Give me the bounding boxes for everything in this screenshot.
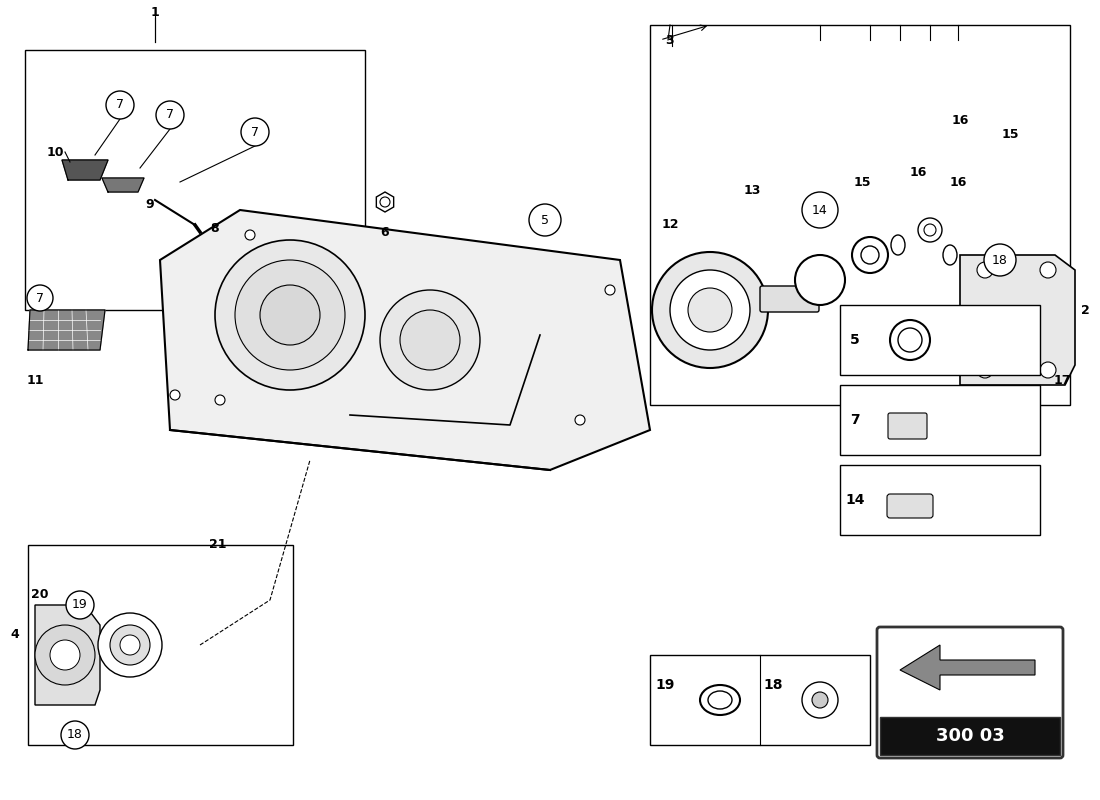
Circle shape <box>688 288 732 332</box>
Text: 7: 7 <box>116 98 124 111</box>
Circle shape <box>898 328 922 352</box>
Circle shape <box>106 91 134 119</box>
Circle shape <box>802 192 838 228</box>
Text: 7: 7 <box>251 126 258 138</box>
FancyBboxPatch shape <box>760 286 820 312</box>
Circle shape <box>1040 262 1056 278</box>
Polygon shape <box>28 310 105 350</box>
Circle shape <box>156 101 184 129</box>
Polygon shape <box>35 605 100 705</box>
Circle shape <box>1040 362 1056 378</box>
Text: 18: 18 <box>67 729 82 742</box>
Circle shape <box>984 244 1016 276</box>
Circle shape <box>28 285 53 311</box>
Text: 2: 2 <box>1080 303 1089 317</box>
Text: 14: 14 <box>812 203 828 217</box>
Circle shape <box>60 721 89 749</box>
Ellipse shape <box>708 691 732 709</box>
Circle shape <box>575 415 585 425</box>
FancyBboxPatch shape <box>840 305 1040 375</box>
FancyBboxPatch shape <box>887 494 933 518</box>
Text: 18: 18 <box>992 254 1008 266</box>
Polygon shape <box>160 210 650 470</box>
Ellipse shape <box>891 235 905 255</box>
Circle shape <box>379 290 480 390</box>
FancyBboxPatch shape <box>877 627 1063 758</box>
Circle shape <box>245 230 255 240</box>
Text: 4: 4 <box>11 629 20 642</box>
Circle shape <box>235 260 345 370</box>
Circle shape <box>214 240 365 390</box>
FancyBboxPatch shape <box>840 385 1040 455</box>
Circle shape <box>110 625 150 665</box>
Text: 16: 16 <box>949 175 967 189</box>
Text: 18: 18 <box>763 678 783 692</box>
Text: 7: 7 <box>850 413 860 427</box>
Circle shape <box>120 635 140 655</box>
Circle shape <box>379 197 390 207</box>
Text: 9: 9 <box>145 198 154 211</box>
Circle shape <box>241 118 270 146</box>
Text: 5: 5 <box>541 214 549 226</box>
Text: 16: 16 <box>952 114 969 126</box>
Circle shape <box>98 613 162 677</box>
Text: 300 03: 300 03 <box>936 727 1004 745</box>
Text: 15: 15 <box>1001 129 1019 142</box>
Circle shape <box>529 204 561 236</box>
Text: 15: 15 <box>854 175 871 189</box>
Text: 21: 21 <box>209 538 227 551</box>
FancyBboxPatch shape <box>840 465 1040 535</box>
Text: 7: 7 <box>36 291 44 305</box>
FancyBboxPatch shape <box>25 50 365 310</box>
Polygon shape <box>376 192 394 212</box>
Ellipse shape <box>943 245 957 265</box>
Polygon shape <box>62 160 108 180</box>
FancyBboxPatch shape <box>880 717 1060 755</box>
FancyBboxPatch shape <box>650 655 870 745</box>
Circle shape <box>35 625 95 685</box>
Text: 7: 7 <box>166 109 174 122</box>
Text: 17: 17 <box>1054 374 1070 386</box>
Circle shape <box>400 310 460 370</box>
Text: 12: 12 <box>661 218 679 231</box>
Text: 8: 8 <box>211 222 219 234</box>
FancyBboxPatch shape <box>650 25 1070 405</box>
Circle shape <box>260 285 320 345</box>
Text: 6: 6 <box>381 226 389 239</box>
Circle shape <box>795 255 845 305</box>
Circle shape <box>66 591 94 619</box>
Text: 20: 20 <box>31 589 48 602</box>
Text: 3: 3 <box>666 34 674 46</box>
Circle shape <box>50 640 80 670</box>
Text: 11: 11 <box>26 374 44 386</box>
Circle shape <box>605 285 615 295</box>
Circle shape <box>214 395 225 405</box>
Ellipse shape <box>700 685 740 715</box>
Text: 1: 1 <box>151 6 160 18</box>
Circle shape <box>977 362 993 378</box>
Circle shape <box>802 682 838 718</box>
Circle shape <box>652 252 768 368</box>
Circle shape <box>924 224 936 236</box>
Text: 19: 19 <box>73 598 88 611</box>
Circle shape <box>918 218 942 242</box>
Text: 10: 10 <box>46 146 64 158</box>
Circle shape <box>812 692 828 708</box>
Text: 14: 14 <box>845 493 865 507</box>
Circle shape <box>861 246 879 264</box>
Polygon shape <box>960 255 1075 385</box>
Circle shape <box>170 390 180 400</box>
Polygon shape <box>900 645 1035 690</box>
Text: 5: 5 <box>850 333 860 347</box>
Text: 16: 16 <box>910 166 926 178</box>
Circle shape <box>977 262 993 278</box>
FancyBboxPatch shape <box>28 545 293 745</box>
Text: 19: 19 <box>656 678 674 692</box>
Circle shape <box>670 270 750 350</box>
Text: 13: 13 <box>744 183 761 197</box>
Circle shape <box>852 237 888 273</box>
Circle shape <box>890 320 930 360</box>
FancyBboxPatch shape <box>888 413 927 439</box>
Polygon shape <box>102 178 144 192</box>
